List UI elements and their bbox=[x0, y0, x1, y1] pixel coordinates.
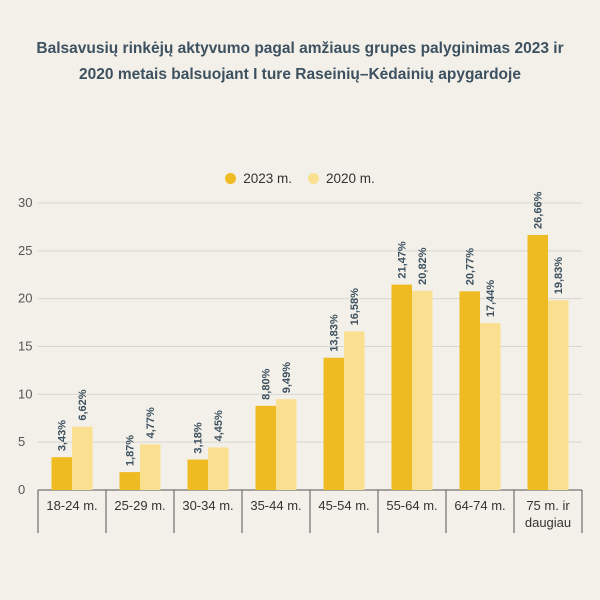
x-category-label: 55-64 m. bbox=[386, 498, 437, 513]
data-label: 4,77% bbox=[145, 407, 157, 438]
y-tick-label: 5 bbox=[18, 434, 25, 449]
bar-2020 bbox=[140, 444, 161, 490]
bar-2020 bbox=[208, 447, 229, 490]
chart-legend: 2023 m. 2020 m. bbox=[0, 171, 600, 186]
x-category-label: 64-74 m. bbox=[454, 498, 505, 513]
data-label: 9,49% bbox=[281, 362, 293, 393]
bar-2020 bbox=[72, 426, 93, 490]
legend-swatch-2023 bbox=[225, 173, 237, 184]
bar-2020 bbox=[548, 300, 569, 490]
legend-swatch-2020 bbox=[308, 173, 319, 184]
bar-2020 bbox=[480, 323, 501, 490]
bar-2023 bbox=[187, 459, 208, 490]
bar-2023 bbox=[527, 234, 548, 490]
bar-2023 bbox=[459, 291, 480, 490]
y-tick-label: 25 bbox=[18, 243, 32, 258]
legend-label-2023: 2023 m. bbox=[243, 171, 292, 186]
data-label: 13,83% bbox=[329, 314, 341, 352]
data-label: 6,62% bbox=[77, 389, 89, 420]
bar-2023 bbox=[255, 405, 276, 490]
data-label: 3,43% bbox=[57, 420, 69, 451]
data-label: 26,66% bbox=[533, 191, 545, 229]
x-category-label: daugiau bbox=[525, 515, 571, 530]
data-label: 19,83% bbox=[553, 257, 565, 295]
legend-item-2020: 2020 m. bbox=[308, 171, 375, 186]
bar-2020 bbox=[276, 399, 297, 490]
data-label: 20,77% bbox=[465, 248, 477, 286]
x-category-label: 45-54 m. bbox=[318, 498, 369, 513]
x-category-label: 30-34 m. bbox=[182, 498, 233, 513]
data-label: 1,87% bbox=[125, 435, 137, 466]
bar-2023 bbox=[323, 357, 344, 490]
bar-2023 bbox=[51, 457, 72, 490]
data-label: 4,45% bbox=[213, 410, 225, 441]
legend-item-2023: 2023 m. bbox=[225, 171, 292, 186]
data-label: 3,18% bbox=[193, 422, 205, 453]
x-category-label: 25-29 m. bbox=[114, 498, 165, 513]
x-category-label: 75 m. ir bbox=[526, 498, 570, 513]
y-tick-label: 30 bbox=[18, 195, 32, 210]
y-tick-label: 10 bbox=[18, 386, 32, 401]
data-label: 21,47% bbox=[397, 241, 409, 279]
x-category-label: 18-24 m. bbox=[46, 498, 97, 513]
bar-2020 bbox=[412, 290, 433, 490]
data-label: 8,80% bbox=[261, 368, 273, 399]
chart-title: Balsavusių rinkėjų aktyvumo pagal amžiau… bbox=[36, 40, 564, 83]
y-tick-label: 20 bbox=[18, 291, 32, 306]
data-label: 16,58% bbox=[349, 288, 361, 326]
bar-2023 bbox=[391, 284, 412, 490]
legend-label-2020: 2020 m. bbox=[326, 171, 375, 186]
x-category-label: 35-44 m. bbox=[250, 498, 301, 513]
bar-2023 bbox=[119, 472, 140, 490]
data-label: 20,82% bbox=[417, 247, 429, 285]
data-label: 17,44% bbox=[485, 280, 497, 318]
bar-2020 bbox=[344, 331, 365, 490]
y-tick-label: 15 bbox=[18, 339, 32, 354]
y-tick-label: 0 bbox=[18, 482, 25, 497]
